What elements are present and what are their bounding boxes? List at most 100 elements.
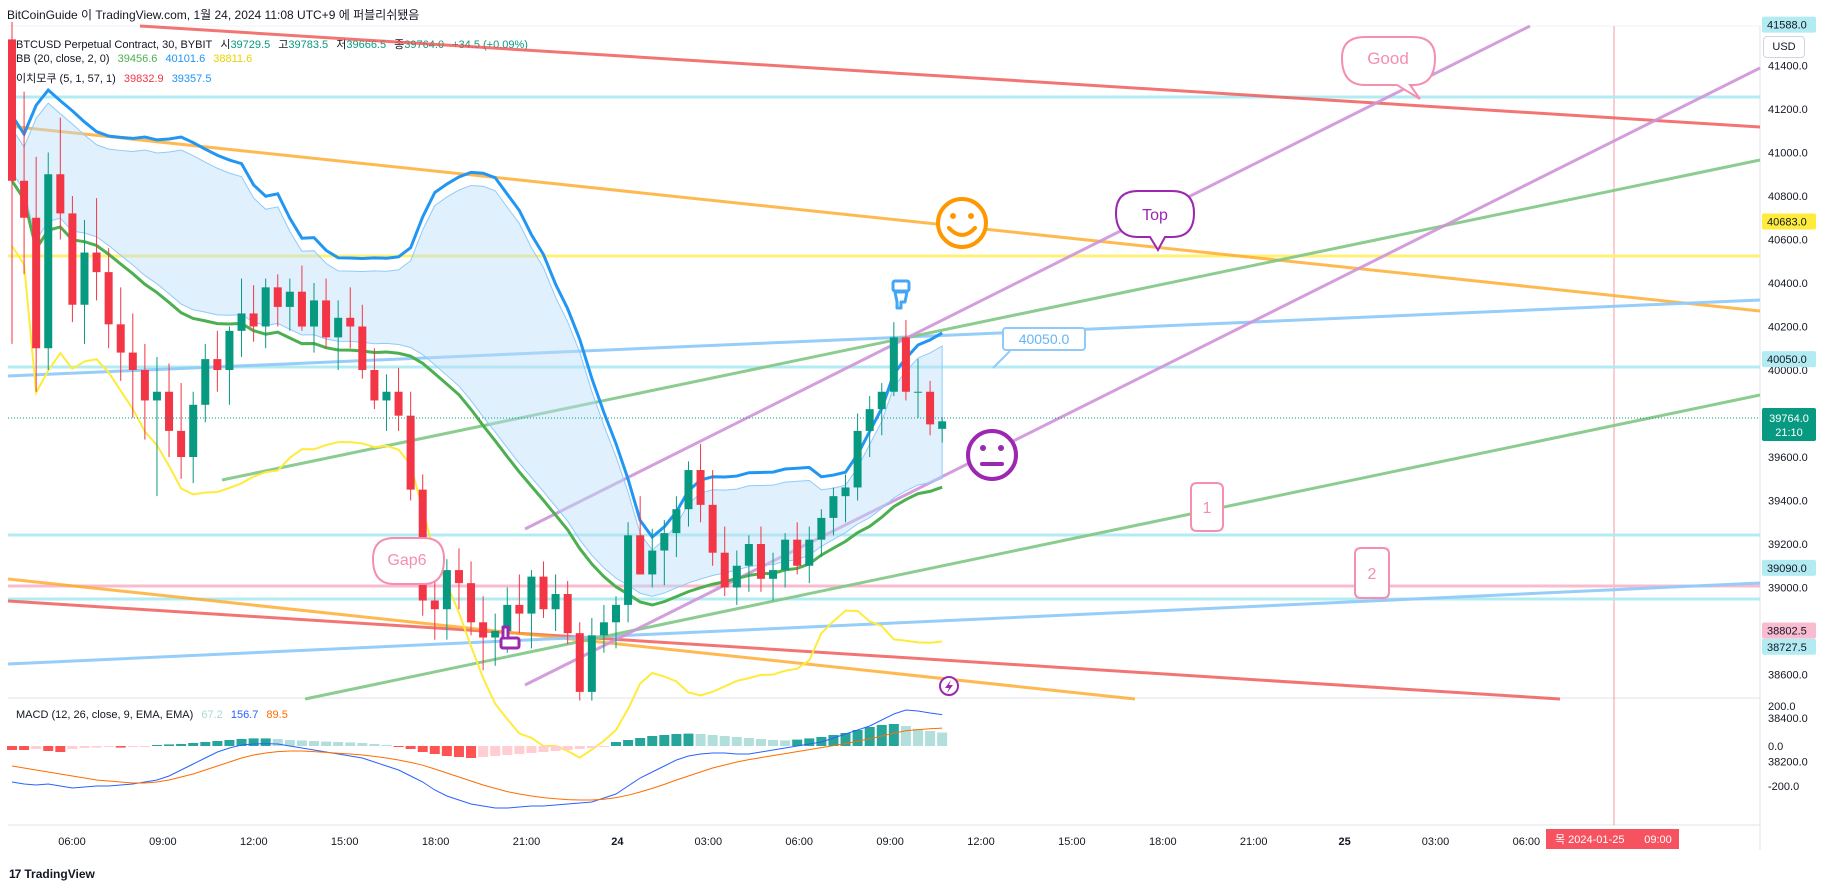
candle[interactable] [527,570,536,649]
candle[interactable] [116,287,125,381]
candle[interactable] [467,561,476,636]
candle[interactable] [732,550,741,605]
candle[interactable] [672,496,681,558]
good-callout[interactable]: Good [1340,36,1437,100]
candle[interactable] [829,487,838,536]
candle[interactable] [358,304,367,379]
candle[interactable] [817,509,826,558]
price-axis[interactable]: 41600.041400.041200.041000.040800.040600… [1762,16,1816,793]
candle[interactable] [177,383,186,479]
candle[interactable] [865,396,874,457]
neutral-face-icon[interactable] [966,429,1018,481]
candle[interactable] [237,278,246,357]
candle[interactable] [877,383,886,436]
candle[interactable] [454,548,463,610]
time-axis[interactable]: 06:00 09:00 12:00 15:00 18:00 21:00 24 03:00 06:… [58,836,1631,848]
candle[interactable] [901,319,910,401]
candle[interactable] [189,391,198,484]
trend-line-orange-upper[interactable] [7,124,1761,313]
candle[interactable] [310,283,318,353]
candle[interactable] [889,322,898,397]
candle[interactable] [370,348,379,410]
trend-line-red-lower[interactable] [7,599,1561,701]
trend-line-purple-lower[interactable] [524,66,1761,687]
candle[interactable] [551,574,560,631]
trend-line-blue-upper[interactable] [7,298,1761,378]
candle[interactable] [708,470,717,566]
candle[interactable] [926,380,935,436]
marker-1-callout[interactable]: 1 [1190,482,1224,532]
candle[interactable] [636,496,645,575]
candle[interactable] [104,248,113,349]
candle[interactable] [781,533,790,588]
trend-line-green-lower[interactable] [304,393,1761,701]
candle[interactable] [575,622,584,701]
candle[interactable] [624,522,633,623]
candle[interactable] [92,198,101,301]
candle[interactable] [273,274,282,327]
candle[interactable] [406,391,415,501]
top-callout[interactable]: Top [1114,190,1196,253]
candle[interactable] [587,617,596,701]
candle[interactable] [44,152,53,371]
candle[interactable] [32,156,41,392]
candle[interactable] [8,22,16,344]
candle[interactable] [20,91,29,275]
candle[interactable] [297,265,306,331]
candle[interactable] [769,552,778,601]
candle[interactable] [165,363,174,457]
candle[interactable] [744,535,753,592]
trend-line-green-upper[interactable] [221,158,1761,482]
candle[interactable] [128,313,137,418]
candle[interactable] [853,413,862,501]
candle[interactable] [346,287,355,349]
candle[interactable] [660,520,669,586]
candle[interactable] [612,596,620,649]
candle[interactable] [720,526,729,597]
candle[interactable] [322,278,331,349]
candle[interactable] [793,522,802,575]
candle[interactable] [696,443,705,523]
candle[interactable] [225,326,234,405]
smile-face-icon[interactable] [936,197,988,249]
candle[interactable] [334,300,343,370]
candle[interactable] [491,613,500,666]
candle[interactable] [68,196,77,323]
candle[interactable] [394,367,403,431]
trend-line-blue-lower[interactable] [7,581,1761,666]
candle[interactable] [648,528,657,588]
candle[interactable] [261,278,270,349]
candle[interactable] [599,604,608,653]
candle[interactable] [56,117,65,240]
trend-line-red-upper[interactable] [139,24,1761,129]
marker-2-callout[interactable]: 2 [1354,547,1390,599]
candle[interactable] [914,359,922,418]
gap-callout[interactable]: Gap6 [371,537,446,585]
candle[interactable] [80,219,89,344]
candle[interactable] [684,461,693,527]
hand-marker-icon[interactable] [499,625,521,650]
pointing-hand-icon[interactable] [891,279,911,310]
candle[interactable] [515,574,524,634]
candle[interactable] [841,474,850,523]
lightning-event-icon[interactable] [939,676,959,696]
candle[interactable] [285,278,294,331]
candle[interactable] [479,596,488,671]
candle[interactable] [442,559,451,640]
candle[interactable] [938,417,947,443]
trend-line-purple-upper[interactable] [524,24,1531,531]
candle[interactable] [201,343,210,423]
tradingview-logo[interactable]: 17 TradingView [9,867,95,881]
candle[interactable] [805,526,814,584]
candle[interactable] [249,285,258,342]
candle[interactable] [213,330,222,392]
price-callout[interactable]: 40050.0 [992,327,1086,369]
candle[interactable] [539,561,548,618]
candle[interactable] [152,356,161,497]
candle[interactable] [563,580,572,645]
candle[interactable] [140,343,149,440]
currency-button[interactable]: USD [1763,36,1805,58]
candle[interactable] [756,526,765,592]
candle[interactable] [382,374,391,431]
